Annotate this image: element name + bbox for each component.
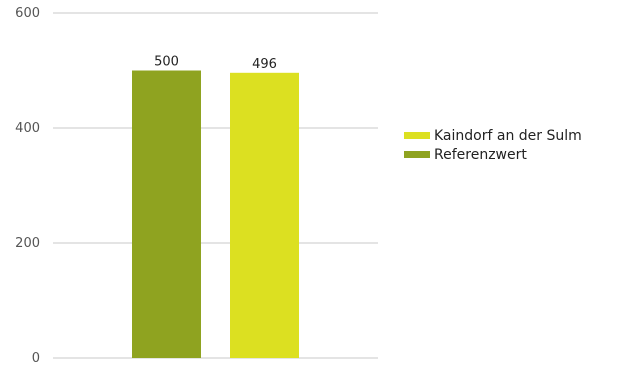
y-tick-label: 400 (15, 121, 40, 136)
y-axis-ticks: 0 200 400 600 (15, 6, 40, 366)
bars (132, 70, 299, 359)
legend: Kaindorf an der Sulm Referenzwert (404, 128, 582, 163)
data-label: 500 (154, 55, 179, 70)
y-tick-label: 200 (15, 236, 40, 251)
bar-kaindorf-an-der-sulm (230, 72, 299, 359)
data-label: 496 (252, 57, 277, 72)
legend-swatch (404, 151, 430, 158)
gridlines (53, 12, 378, 359)
legend-swatch (404, 132, 430, 139)
bar-referenzwert (132, 70, 201, 358)
legend-label: Referenzwert (434, 147, 527, 163)
y-tick-label: 600 (15, 6, 40, 21)
legend-label: Kaindorf an der Sulm (434, 128, 582, 144)
data-labels: 500 496 (154, 55, 277, 72)
y-tick-label: 0 (32, 351, 40, 366)
